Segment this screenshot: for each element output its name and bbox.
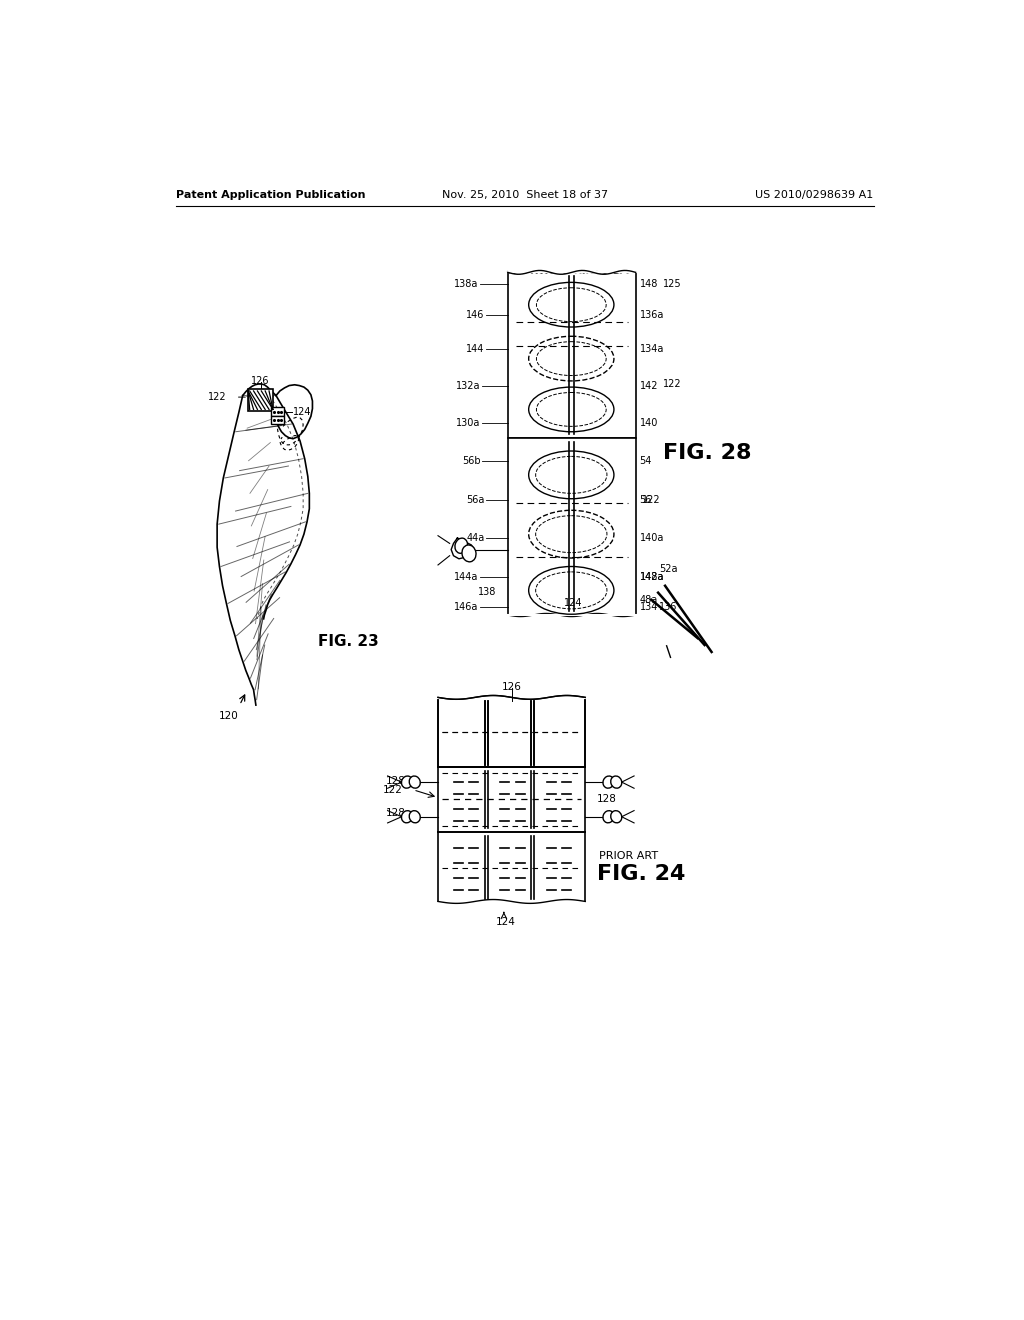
- Ellipse shape: [528, 387, 614, 432]
- Text: 124: 124: [563, 598, 582, 609]
- Text: 122: 122: [642, 495, 660, 504]
- Ellipse shape: [610, 810, 622, 822]
- Text: 148a: 148a: [640, 572, 664, 582]
- Text: PRIOR ART: PRIOR ART: [599, 851, 658, 862]
- Bar: [271, 407, 284, 416]
- Text: US 2010/0298639 A1: US 2010/0298639 A1: [756, 190, 873, 201]
- Text: 126: 126: [502, 682, 521, 692]
- Ellipse shape: [455, 539, 468, 553]
- Text: FIG. 24: FIG. 24: [597, 865, 685, 884]
- Ellipse shape: [410, 776, 420, 788]
- Text: 125: 125: [663, 279, 681, 289]
- Bar: [438, 697, 586, 767]
- Bar: [248, 389, 273, 411]
- Text: 144a: 144a: [454, 572, 478, 582]
- Text: 124: 124: [293, 407, 311, 417]
- Text: 134: 134: [640, 602, 657, 612]
- Ellipse shape: [528, 511, 614, 558]
- Ellipse shape: [528, 566, 614, 614]
- Text: 138: 138: [478, 587, 497, 597]
- Text: 146a: 146a: [454, 602, 478, 612]
- Ellipse shape: [528, 282, 614, 327]
- Text: 128: 128: [386, 776, 406, 785]
- Text: 56a: 56a: [466, 495, 484, 504]
- Ellipse shape: [528, 451, 614, 499]
- Text: 130a: 130a: [457, 417, 480, 428]
- Text: 126: 126: [251, 376, 269, 385]
- Bar: [271, 416, 284, 424]
- Text: 52a: 52a: [658, 564, 677, 574]
- Ellipse shape: [410, 810, 420, 822]
- Text: 138a: 138a: [454, 279, 478, 289]
- Bar: [438, 767, 586, 832]
- Text: 122: 122: [663, 379, 681, 389]
- Bar: [438, 832, 586, 906]
- Ellipse shape: [603, 810, 614, 822]
- Ellipse shape: [603, 776, 614, 788]
- Ellipse shape: [528, 337, 614, 381]
- Text: 44a: 44a: [466, 533, 484, 543]
- Ellipse shape: [462, 545, 476, 562]
- Text: 134a: 134a: [640, 345, 664, 354]
- Text: 122: 122: [383, 785, 403, 795]
- Text: 142a: 142a: [640, 572, 664, 582]
- Text: 54: 54: [640, 455, 652, 466]
- Text: 136: 136: [658, 602, 677, 612]
- Text: 144: 144: [466, 345, 484, 354]
- Text: 56b: 56b: [462, 455, 480, 466]
- Text: Patent Application Publication: Patent Application Publication: [176, 190, 366, 201]
- Polygon shape: [217, 396, 309, 705]
- Text: 140a: 140a: [640, 533, 664, 543]
- Text: 56: 56: [640, 495, 652, 504]
- Text: 148: 148: [640, 279, 657, 289]
- Text: 140: 140: [640, 417, 657, 428]
- Text: Nov. 25, 2010  Sheet 18 of 37: Nov. 25, 2010 Sheet 18 of 37: [441, 190, 608, 201]
- Text: 48a: 48a: [640, 594, 657, 605]
- Text: 128: 128: [386, 808, 406, 818]
- Text: 120: 120: [219, 711, 239, 721]
- Ellipse shape: [401, 810, 413, 822]
- Bar: [508, 272, 636, 438]
- Text: FIG. 23: FIG. 23: [317, 635, 379, 649]
- Bar: [508, 438, 636, 615]
- Text: 142: 142: [640, 381, 658, 391]
- Ellipse shape: [401, 776, 413, 788]
- Text: 128: 128: [597, 795, 616, 804]
- Text: 146: 146: [466, 310, 484, 319]
- Text: 132a: 132a: [456, 381, 480, 391]
- Text: 136a: 136a: [640, 310, 664, 319]
- Ellipse shape: [610, 776, 622, 788]
- Text: 124: 124: [496, 917, 516, 927]
- Text: 122: 122: [208, 392, 226, 403]
- Text: FIG. 28: FIG. 28: [663, 444, 752, 463]
